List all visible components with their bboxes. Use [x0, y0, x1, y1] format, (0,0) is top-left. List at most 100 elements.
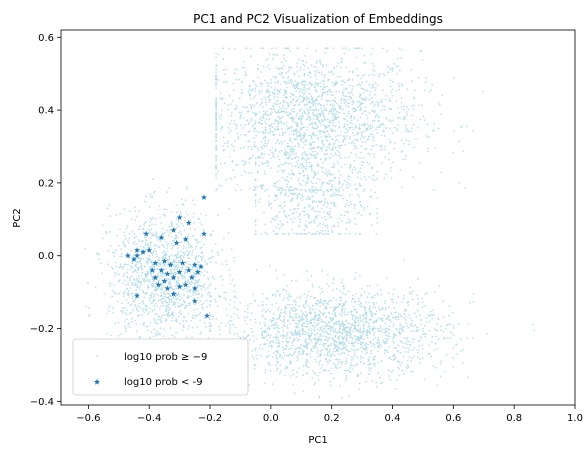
background-point — [321, 92, 324, 94]
background-point — [316, 172, 319, 174]
background-point — [308, 161, 311, 164]
background-point — [122, 295, 125, 298]
background-point — [339, 331, 342, 334]
background-point — [278, 106, 281, 108]
background-point — [207, 276, 209, 279]
background-point — [312, 133, 315, 136]
background-point — [388, 152, 390, 155]
background-point — [353, 352, 356, 355]
background-point — [349, 194, 351, 196]
background-point — [307, 188, 310, 191]
background-point — [330, 343, 333, 345]
background-point — [138, 240, 141, 243]
background-point — [149, 336, 152, 339]
background-point — [360, 145, 362, 147]
background-point — [280, 71, 283, 74]
background-point — [371, 311, 373, 313]
background-point — [357, 325, 359, 327]
background-point — [142, 279, 145, 282]
background-point — [177, 298, 179, 300]
background-point — [296, 197, 299, 200]
background-point — [390, 176, 393, 179]
background-point — [342, 92, 345, 95]
background-point — [306, 322, 309, 325]
background-point — [108, 310, 111, 313]
background-point — [379, 145, 381, 148]
background-point — [335, 350, 337, 353]
background-point — [337, 62, 340, 65]
background-point — [389, 85, 392, 88]
background-point — [274, 77, 277, 79]
background-point — [200, 331, 203, 333]
background-point — [269, 131, 272, 133]
background-point — [215, 261, 217, 264]
background-point — [324, 225, 327, 228]
background-point — [324, 330, 327, 333]
background-point — [203, 228, 205, 231]
background-point — [175, 318, 178, 320]
background-point — [299, 172, 302, 175]
background-point — [281, 134, 284, 137]
background-point — [152, 292, 154, 295]
background-point — [298, 182, 301, 185]
background-point — [332, 148, 335, 151]
background-point — [331, 229, 333, 232]
background-point — [312, 220, 315, 222]
background-point — [177, 284, 180, 286]
background-point — [320, 149, 323, 152]
background-point — [282, 349, 285, 351]
background-point — [292, 173, 295, 175]
background-point — [294, 104, 297, 107]
background-point — [269, 149, 272, 152]
background-point — [267, 195, 270, 198]
background-point — [319, 59, 321, 62]
background-point — [305, 358, 308, 361]
background-point — [245, 47, 248, 50]
background-point — [358, 382, 361, 385]
background-point — [130, 217, 133, 220]
background-point — [291, 189, 294, 192]
background-point — [276, 89, 279, 91]
background-point — [399, 313, 402, 316]
background-point — [314, 108, 317, 111]
background-point — [305, 99, 308, 101]
background-point — [263, 132, 265, 134]
background-point — [284, 348, 287, 350]
background-point — [371, 62, 374, 65]
background-point — [413, 312, 416, 314]
background-point — [366, 321, 368, 324]
background-point — [330, 319, 333, 322]
background-point — [400, 106, 403, 109]
background-point — [371, 178, 374, 181]
background-point — [263, 170, 266, 172]
background-point — [338, 335, 341, 337]
background-point — [112, 311, 114, 314]
background-point — [335, 83, 337, 86]
background-point — [250, 327, 253, 330]
background-point — [168, 261, 170, 264]
background-point — [177, 250, 179, 253]
background-point — [140, 283, 143, 286]
background-point — [180, 213, 182, 216]
background-point — [322, 328, 325, 331]
background-point — [251, 119, 254, 121]
background-point — [304, 333, 306, 336]
background-point — [293, 132, 295, 135]
background-point — [277, 165, 280, 168]
background-point — [170, 221, 173, 224]
background-point — [181, 297, 184, 300]
background-point — [304, 206, 306, 209]
background-point — [208, 284, 211, 287]
background-point — [316, 347, 318, 349]
background-point — [263, 96, 265, 99]
background-point — [262, 110, 265, 113]
background-point — [273, 95, 276, 98]
background-point — [349, 121, 351, 124]
background-point — [363, 291, 366, 293]
background-point — [125, 299, 128, 301]
background-point — [352, 70, 354, 73]
background-point — [123, 245, 126, 247]
background-point — [239, 114, 242, 116]
background-point — [126, 293, 129, 296]
background-point — [362, 92, 365, 94]
